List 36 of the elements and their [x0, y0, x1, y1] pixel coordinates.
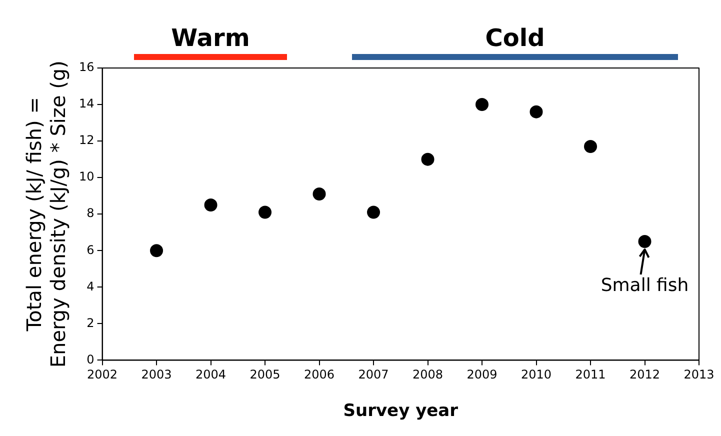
- point: [584, 140, 598, 154]
- x-tick-label: 2010: [520, 368, 552, 382]
- x-tick-label: 2005: [250, 368, 280, 382]
- x-tick-label: 2004: [195, 368, 226, 382]
- x-tick-label: 2006: [304, 368, 335, 382]
- point: [367, 206, 380, 219]
- x-tick-label: 2011: [575, 368, 606, 382]
- x-tick-label: 2012: [629, 368, 660, 382]
- point: [150, 244, 164, 258]
- x-tick-label: 2003: [141, 368, 172, 382]
- x-tick-label: 2013: [684, 368, 714, 382]
- y-tick-label: 0: [86, 352, 94, 366]
- y-axis-title: Total energy (kJ/ fish) = Energy density (kJ/g) * Size (g): [22, 60, 70, 368]
- y-tick-label: 2: [86, 316, 94, 330]
- x-tick-label: 2002: [86, 368, 118, 382]
- text: Warm: [171, 24, 250, 52]
- x-tick-label: 2009: [466, 368, 498, 382]
- point: [530, 105, 543, 118]
- y-tick-label: 8: [86, 206, 94, 220]
- x-axis-title: Survey year: [343, 401, 459, 422]
- x-tick-label: 2008: [412, 368, 444, 382]
- point: [204, 198, 218, 212]
- y-tick-label: 14: [78, 96, 94, 111]
- annotation: Small fish: [600, 275, 689, 296]
- x-tick-label: 2007: [358, 368, 389, 382]
- y-tick-label: 4: [86, 279, 94, 294]
- y-tick-label: 12: [78, 133, 94, 148]
- point: [312, 188, 326, 201]
- point: [476, 98, 489, 112]
- text: Cold: [485, 24, 545, 52]
- point: [638, 234, 652, 248]
- y-tick-label: 16: [78, 60, 94, 74]
- point: [258, 206, 272, 219]
- point: [421, 152, 434, 166]
- y-tick-label: 6: [86, 242, 94, 257]
- y-tick-label: 10: [78, 170, 94, 184]
